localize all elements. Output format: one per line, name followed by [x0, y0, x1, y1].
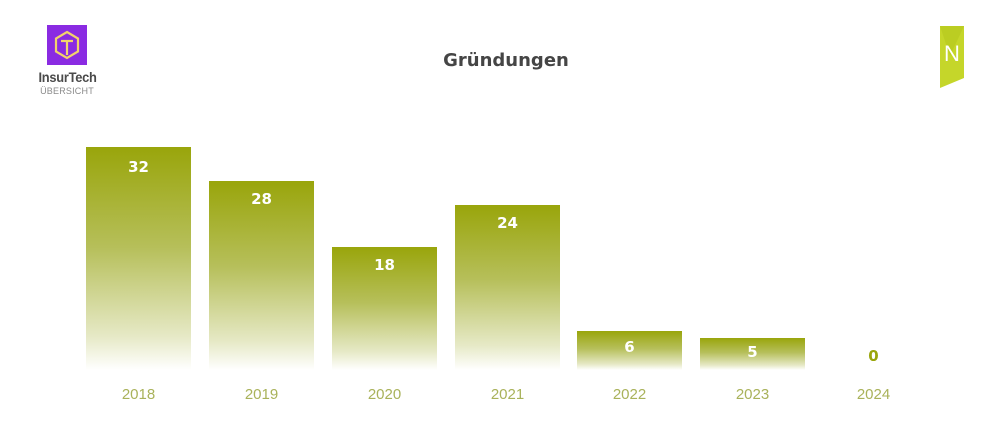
n-brand-logo: N	[940, 26, 964, 88]
brand-subtitle: ÜBERSICHT	[40, 86, 94, 96]
x-axis-label: 2021	[490, 386, 525, 403]
x-axis-label: 2022	[612, 386, 647, 403]
bar-value-label: 28	[251, 190, 272, 208]
bar-value-label: 0	[868, 347, 879, 365]
x-axis-label: 2023	[735, 386, 770, 403]
bar-2018	[86, 147, 191, 370]
insurtech-logo: InsurTech ÜBERSICHT	[36, 25, 98, 96]
bar-2019	[209, 181, 314, 370]
bar-2022	[577, 331, 682, 370]
x-axis-label: 2024	[856, 386, 891, 403]
bar-value-label: 32	[128, 158, 149, 176]
bar-value-label: 5	[747, 343, 758, 361]
bar-value-label: 18	[374, 256, 395, 274]
x-axis-label: 2020	[367, 386, 402, 403]
x-axis-label: 2018	[121, 386, 156, 403]
bar-2020	[332, 247, 437, 370]
n-letter: N	[944, 41, 960, 66]
bar-value-label: 6	[624, 338, 635, 356]
bar-value-label: 24	[497, 214, 518, 232]
hexagon-t-icon	[47, 25, 87, 65]
x-axis-label: 2019	[244, 386, 279, 403]
chart-title: Gründungen	[443, 50, 569, 71]
bar-2021	[455, 205, 560, 370]
brand-name: InsurTech	[38, 69, 97, 85]
bar-2023	[700, 338, 805, 370]
